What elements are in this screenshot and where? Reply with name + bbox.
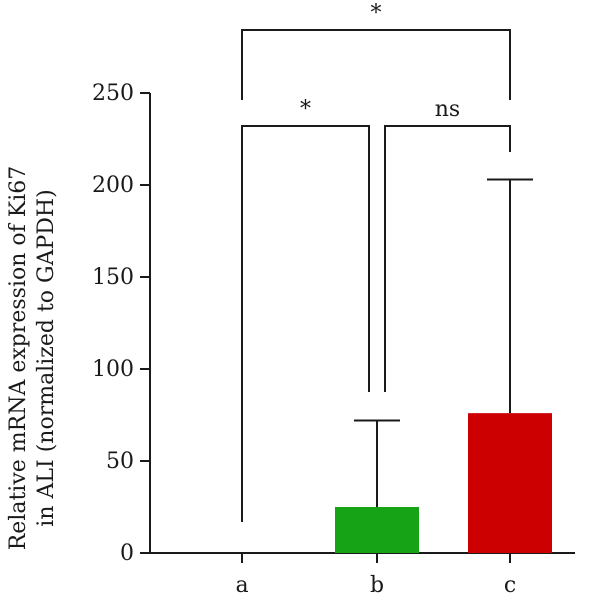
significance-bracket [241,125,370,522]
y-tick-labels: 0 50 100 150 200 250 [92,81,134,566]
error-bars [354,178,533,507]
y-tick-label: 250 [92,81,134,106]
y-axis-label-line2: in ALI (normalized to GAPDH) [34,189,59,526]
y-tick-label: 0 [120,541,134,566]
x-category-label: a [235,573,248,598]
y-tick-label: 150 [92,265,134,290]
significance-label: * [371,1,382,26]
y-tick-label: 200 [92,173,134,198]
bars [335,413,552,553]
y-axis-label-line1: Relative mRNA expression of Ki67 [6,166,31,551]
y-tick-label: 50 [106,449,134,474]
x-category-label: c [504,573,516,598]
significance-label: * [300,97,311,122]
significance-bracket [241,29,511,100]
y-tick-label: 100 [92,357,134,382]
significance-label: ns [435,97,460,122]
significance-brackets: * * ns [241,1,511,522]
x-category-label: b [370,573,384,598]
bar-b [335,507,419,553]
significance-bracket [384,125,511,392]
y-axis-title: Relative mRNA expression of Ki67 in ALI … [6,166,59,551]
bar-c [468,413,552,553]
x-category-labels: a b c [235,573,516,598]
